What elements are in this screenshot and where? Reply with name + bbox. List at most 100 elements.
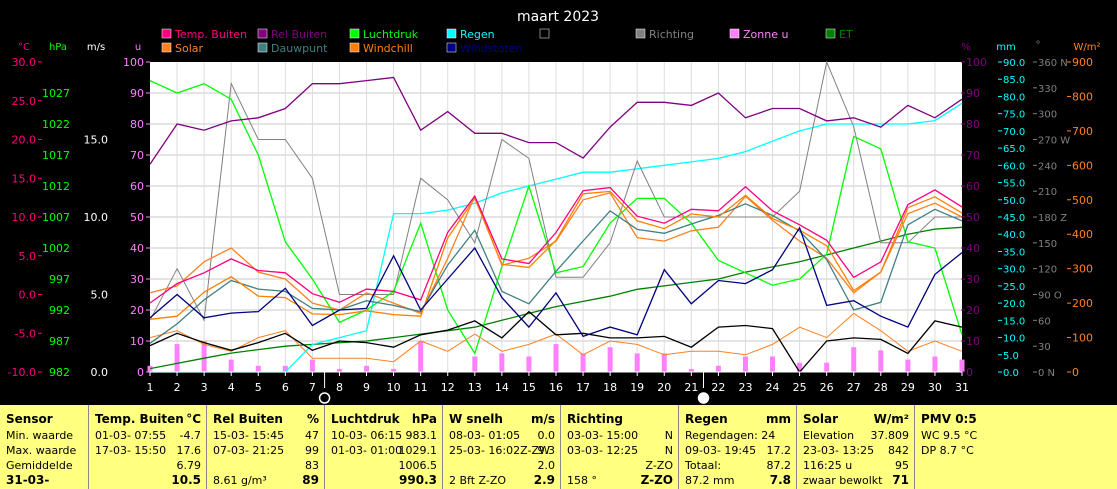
summary-row: Elevation 37.809 <box>797 428 915 443</box>
x-tick-label: 24 <box>766 381 780 394</box>
dir-tick-label: 360 N <box>1038 58 1068 69</box>
summary-table: Sensor Min. waarde Max. waarde Gemiddelde 31… <box>0 405 1117 489</box>
press-tick-label: 1027 <box>42 87 70 100</box>
grid <box>150 62 962 372</box>
summary-row <box>915 458 1117 473</box>
x-tick-label: 30 <box>928 381 942 394</box>
solar-tick-label: 100 <box>1072 332 1093 345</box>
solar-tick-label: 600 <box>1072 159 1093 172</box>
summary-cell-label: Elevation <box>803 429 855 442</box>
summary-header-title: Temp. Buiten <box>95 412 184 426</box>
wind-tick-label: 15.0 <box>84 134 109 147</box>
summary-row: 2 Bft Z-ZO 2.9 <box>443 473 561 488</box>
temp-tick-label: 30.0 <box>12 56 37 69</box>
sun-hours-bar <box>418 341 424 372</box>
legend-label: Windstoten <box>460 42 522 55</box>
summary-cell-label: 03-03- 15:00 <box>567 429 639 442</box>
legend-label: ET <box>839 28 853 41</box>
legend-swatch <box>539 28 550 39</box>
summary-cell-label: 09-03- 19:45 <box>685 444 757 457</box>
x-tick-label: 2 <box>174 381 181 394</box>
summary-header: W snelh m/s <box>443 412 561 427</box>
series-line-dauwpunt <box>149 203 963 344</box>
dir-tick-label: 270 W <box>1038 136 1070 147</box>
legend-label: Zonne u <box>743 28 788 41</box>
sun-tick-label: 90 <box>130 87 144 100</box>
press-tick-label: 1007 <box>42 211 70 224</box>
solar-tick-label: 300 <box>1072 263 1093 276</box>
dir-tick-label: 30 <box>1038 342 1051 353</box>
legend-label: Temp. Buiten <box>174 28 247 41</box>
summary-header-title: PMV 0:5 <box>921 412 977 426</box>
summary-cell-label: 08-03- 01:05 <box>449 429 521 442</box>
summary-row: 990.3 <box>325 473 443 488</box>
summary-column-col2: Temp. Buiten °C 01-03- 07:55 -4.7 17-03- 15:… <box>88 405 207 489</box>
legend-label: Rel Buiten <box>271 28 327 41</box>
sun-tick-label: 50 <box>130 211 144 224</box>
legend-label: Solar <box>175 42 204 55</box>
temp-tick-label: 0.0 <box>19 289 37 302</box>
solar-tick-label: 700 <box>1072 125 1093 138</box>
summary-header-unit: mm <box>765 412 791 426</box>
wind-unit-label: m/s <box>87 42 105 53</box>
solar-tick-label: 800 <box>1072 90 1093 103</box>
x-tick-label: 29 <box>901 381 915 394</box>
temp-tick-label: -5.0 <box>15 327 36 340</box>
summary-header-unit: % <box>306 412 319 426</box>
summary-cell-label: 07-03- 21:25 <box>213 444 285 457</box>
summary-cell-label: 15-03- 15:45 <box>213 429 285 442</box>
x-tick-label: 19 <box>630 381 644 394</box>
rain-tick-label: 25.0 <box>1003 282 1025 293</box>
x-tick-label: 28 <box>874 381 888 394</box>
summary-row: 116:25 u 95 <box>797 458 915 473</box>
rain-tick-label: 45.0 <box>1003 213 1025 224</box>
summary-row-label: Max. waarde <box>6 444 77 457</box>
x-tick-label: 17 <box>576 381 590 394</box>
summary-row: 8.61 g/m³ 89 <box>207 473 325 488</box>
summary-cell-value: 99 <box>305 444 319 457</box>
summary-row: 15-03- 15:45 47 <box>207 428 325 443</box>
summary-row: 09-03- 19:45 17.2 <box>679 443 797 458</box>
x-tick-label: 15 <box>522 381 536 394</box>
series-line-temp-buiten <box>149 185 963 304</box>
x-tick-label: 6 <box>282 381 289 394</box>
legend-swatch <box>635 28 646 39</box>
temp-unit-label: °C <box>18 42 30 53</box>
summary-column-col3: Rel Buiten% 15-03- 15:45 47 07-03- 21:25 99 8… <box>206 405 325 489</box>
summary-cell-value: 10.5 <box>171 473 201 487</box>
hum-tick-label: 70 <box>966 149 980 162</box>
summary-cell-label: 01-03- 01:00 <box>331 444 403 457</box>
press-tick-label: 1017 <box>42 149 70 162</box>
summary-header: Temp. Buiten °C <box>89 412 207 427</box>
summary-header-unit: °C <box>186 412 201 426</box>
sun-hours-bar <box>770 356 776 372</box>
x-tick-label: 8 <box>336 381 343 394</box>
summary-row: 31-03- <box>0 473 88 488</box>
summary-cell-value: 7.8 <box>769 473 791 487</box>
dir-tick-label: 210 <box>1038 187 1057 198</box>
sun-unit-label: u <box>135 42 141 53</box>
dir-tick-label: 240 <box>1038 161 1057 172</box>
rain-tick-label: 10.0 <box>1003 334 1025 345</box>
dir-tick-label: 150 <box>1038 239 1057 250</box>
x-tick-label: 20 <box>657 381 671 394</box>
legend-label: Richting <box>649 28 694 41</box>
hum-tick-label: 50 <box>966 211 980 224</box>
axes: 15.010.05.00.030.025.020.015.010.05.00.0… <box>8 56 1093 394</box>
series-line-rel-buiten <box>149 76 963 165</box>
summary-header: Richting <box>561 412 679 427</box>
full-moon-icon <box>318 392 331 404</box>
press-tick-label: 987 <box>49 335 70 348</box>
temp-tick-label: 25.0 <box>12 95 37 108</box>
dir-tick-label: 330 <box>1038 84 1057 95</box>
rain-tick-label: 55.0 <box>1003 179 1025 190</box>
x-tick-label: 7 <box>309 381 316 394</box>
series-line-w-snelh <box>149 310 963 374</box>
sun-hours-bar <box>499 353 505 372</box>
legend-label: W snelh <box>553 28 597 41</box>
rain-tick-label: 90.0 <box>1003 58 1025 69</box>
summary-cell-value: -4.7 <box>179 429 201 442</box>
hum-tick-label: 90 <box>966 87 980 100</box>
sun-tick-label: 100 <box>123 56 144 69</box>
summary-row: Min. waarde <box>0 428 88 443</box>
